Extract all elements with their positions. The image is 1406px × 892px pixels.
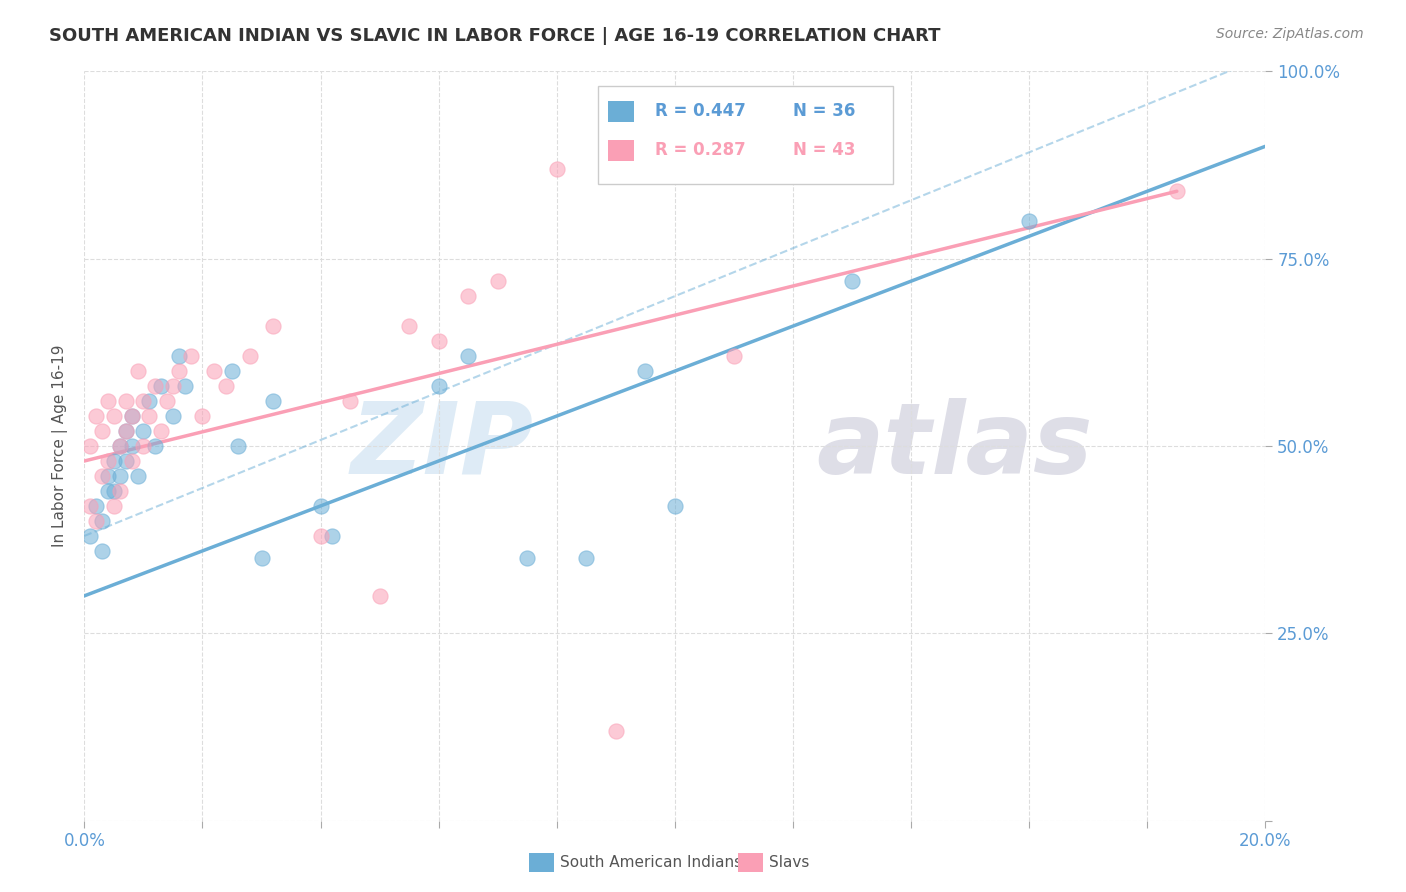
Point <box>150 424 173 438</box>
Point <box>226 439 249 453</box>
Point <box>250 551 273 566</box>
Point <box>723 349 745 363</box>
Point <box>173 379 195 393</box>
Point <box>202 364 225 378</box>
Point <box>114 394 136 409</box>
Point <box>84 514 107 528</box>
Point <box>91 469 114 483</box>
Point <box>221 364 243 378</box>
Point <box>132 424 155 438</box>
Point <box>143 379 166 393</box>
Point <box>575 551 598 566</box>
Point <box>108 439 131 453</box>
Point <box>138 394 160 409</box>
Point <box>339 394 361 409</box>
Point <box>262 319 284 334</box>
Text: N = 43: N = 43 <box>793 141 855 159</box>
Text: Slavs: Slavs <box>769 855 810 870</box>
Point <box>162 379 184 393</box>
Point <box>664 499 686 513</box>
Text: atlas: atlas <box>817 398 1092 494</box>
Point <box>132 439 155 453</box>
Point <box>156 394 179 409</box>
Point <box>841 274 863 288</box>
FancyBboxPatch shape <box>598 87 893 184</box>
FancyBboxPatch shape <box>607 101 634 121</box>
Point <box>486 274 509 288</box>
Point <box>103 499 125 513</box>
Point <box>427 379 450 393</box>
Point <box>427 334 450 348</box>
Point <box>114 424 136 438</box>
Point <box>634 364 657 378</box>
Point <box>97 454 120 468</box>
Point <box>103 409 125 423</box>
Point <box>121 454 143 468</box>
Text: R = 0.447: R = 0.447 <box>655 102 745 120</box>
Point <box>321 529 343 543</box>
Point <box>262 394 284 409</box>
Point <box>97 394 120 409</box>
Point <box>114 454 136 468</box>
Point <box>516 551 538 566</box>
Point <box>97 483 120 498</box>
Point <box>121 439 143 453</box>
Point <box>79 529 101 543</box>
Point <box>103 483 125 498</box>
Text: R = 0.287: R = 0.287 <box>655 141 745 159</box>
Point <box>457 289 479 303</box>
Point <box>84 409 107 423</box>
Point <box>114 424 136 438</box>
Point <box>121 409 143 423</box>
Point <box>1018 214 1040 228</box>
Point <box>91 544 114 558</box>
FancyBboxPatch shape <box>607 139 634 161</box>
Point <box>91 514 114 528</box>
Point <box>97 469 120 483</box>
Text: South American Indians: South American Indians <box>560 855 742 870</box>
Point <box>191 409 214 423</box>
Point <box>309 499 332 513</box>
Point <box>103 454 125 468</box>
Text: N = 36: N = 36 <box>793 102 855 120</box>
Point <box>138 409 160 423</box>
Point <box>368 589 391 603</box>
Point <box>150 379 173 393</box>
Point <box>167 364 190 378</box>
Point <box>84 499 107 513</box>
Point <box>79 499 101 513</box>
Point <box>309 529 332 543</box>
Point <box>398 319 420 334</box>
Point <box>127 364 149 378</box>
Text: SOUTH AMERICAN INDIAN VS SLAVIC IN LABOR FORCE | AGE 16-19 CORRELATION CHART: SOUTH AMERICAN INDIAN VS SLAVIC IN LABOR… <box>49 27 941 45</box>
Point <box>91 424 114 438</box>
Point <box>167 349 190 363</box>
Point <box>108 483 131 498</box>
Point <box>546 161 568 176</box>
Point <box>132 394 155 409</box>
Point <box>108 469 131 483</box>
Point <box>664 109 686 123</box>
Point <box>1166 184 1188 198</box>
Point <box>143 439 166 453</box>
Point <box>180 349 202 363</box>
Point <box>215 379 238 393</box>
Point <box>79 439 101 453</box>
Point <box>121 409 143 423</box>
Point <box>127 469 149 483</box>
Text: ZIP: ZIP <box>350 398 533 494</box>
Point <box>108 439 131 453</box>
Point <box>162 409 184 423</box>
Text: Source: ZipAtlas.com: Source: ZipAtlas.com <box>1216 27 1364 41</box>
Point <box>457 349 479 363</box>
Y-axis label: In Labor Force | Age 16-19: In Labor Force | Age 16-19 <box>52 344 67 548</box>
Point <box>239 349 262 363</box>
Point <box>605 723 627 738</box>
